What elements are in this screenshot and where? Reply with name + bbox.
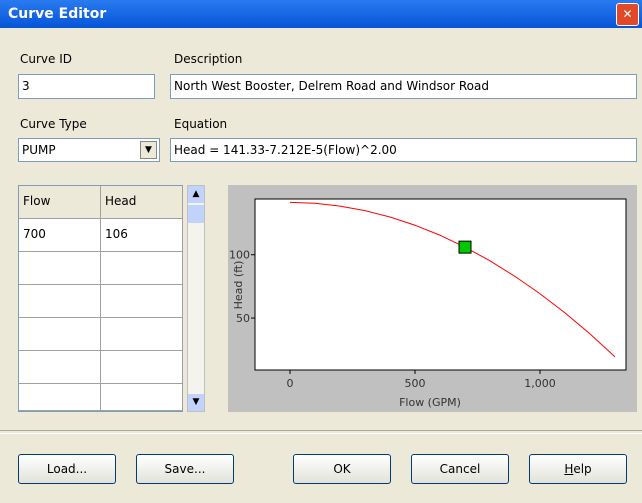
cell[interactable]: 700 [19, 219, 101, 252]
column-header: Head [101, 186, 183, 219]
select-value: PUMP [22, 143, 56, 157]
equation-input[interactable]: Head = 141.33-7.212E-5(Flow)^2.00 [170, 138, 637, 162]
y-axis-label: Head (ft) [232, 261, 245, 310]
scrollbar[interactable]: ▲ ▼ [187, 185, 205, 412]
separator [0, 430, 642, 434]
description-input[interactable]: North West Booster, Delrem Road and Wind… [170, 74, 637, 99]
window-title: Curve Editor [8, 6, 107, 22]
plot-area [254, 198, 627, 371]
y-tick-label: 50 [236, 312, 250, 325]
column-header: Flow [19, 186, 101, 219]
x-tick-label: 500 [405, 377, 426, 390]
x-axis-label: Flow (GPM) [399, 396, 461, 409]
data-table[interactable]: Flow Head 700 106 [18, 185, 183, 412]
ok-button[interactable]: OK [293, 454, 391, 484]
curve-type-select[interactable]: PUMP [18, 138, 160, 162]
x-tick-label: 1,000 [524, 377, 556, 390]
cell[interactable]: 106 [101, 219, 183, 252]
load-button[interactable]: Load... [18, 454, 116, 484]
label: Equation [174, 117, 228, 131]
title-bar: Curve Editor [0, 0, 642, 28]
cancel-button[interactable]: Cancel [411, 454, 509, 484]
chart: Flow (GPM) Head (ft) 0 500 1,000 50 100 [228, 185, 637, 412]
dropdown-arrow[interactable]: ▼ [140, 141, 157, 159]
operating-point [458, 240, 472, 254]
curve [289, 201, 616, 358]
y-tick-label: 100 [229, 249, 250, 262]
label: Curve Type [20, 117, 87, 131]
help-button[interactable]: Help [529, 454, 627, 484]
label: Description [174, 52, 243, 66]
save-button[interactable]: Save... [136, 454, 234, 484]
curve-id-input[interactable]: 3 [18, 74, 155, 99]
x-tick-label: 0 [287, 377, 294, 390]
label: Curve ID [20, 52, 72, 66]
close-button[interactable]: ✕ [616, 3, 639, 26]
